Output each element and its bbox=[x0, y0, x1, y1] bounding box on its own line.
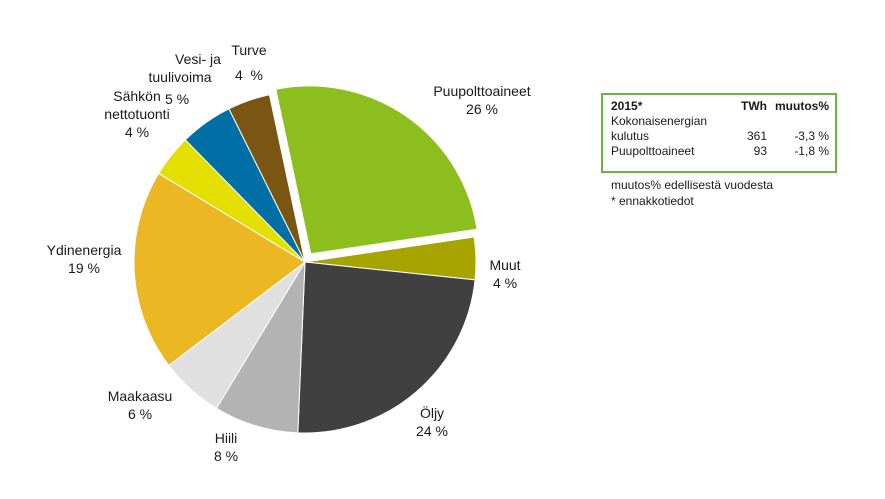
stats-header-change: muutos% bbox=[775, 99, 829, 113]
slice-value-puupolttoaineet: 26 % bbox=[466, 101, 498, 117]
slice-value-oljy: 24 % bbox=[416, 423, 448, 439]
stats-row-total-label-2: kulutus bbox=[611, 129, 650, 143]
pie-slice-puupolttoaineet bbox=[271, 82, 482, 258]
stats-row-wood-change: -1,8 % bbox=[794, 144, 829, 158]
stats-header-year: 2015* bbox=[611, 99, 643, 113]
stats-box: 2015* TWh muutos% Kokonaisenergian kulut… bbox=[601, 93, 837, 173]
pie-slice-oljy bbox=[297, 261, 476, 434]
slice-value-ydinenergia: 19 % bbox=[68, 260, 100, 276]
slice-label-oljy: Öljy bbox=[420, 404, 444, 421]
slice-value-turve: 4 % bbox=[235, 67, 263, 83]
slice-label-ydinenergia: Ydinenergia bbox=[47, 242, 122, 258]
footnote-change: muutos% edellisestä vuodesta bbox=[611, 178, 774, 192]
slice-value-hiili: 8 % bbox=[214, 448, 238, 464]
slice-value-muut: 4 % bbox=[493, 275, 517, 291]
stats-row-total-change: -3,3 % bbox=[794, 129, 829, 143]
footnote-preliminary: * ennakkotiedot bbox=[611, 194, 694, 208]
slice-label-turve: Turve bbox=[231, 42, 266, 58]
stats-row-total-twh: 361 bbox=[746, 129, 767, 143]
stats-row-total: kulutus 361 -3,3 % bbox=[611, 129, 829, 144]
slice-label-maakaasu: Maakaasu bbox=[108, 388, 173, 404]
stats-row-total-label-1: Kokonaisenergian bbox=[611, 114, 708, 128]
stats-header-twh: TWh bbox=[741, 99, 767, 113]
slice-label-puupolttoaineet: Puupolttoaineet bbox=[433, 83, 530, 99]
stats-row-total-line1: Kokonaisenergian bbox=[611, 114, 829, 129]
slice-label-sahkon-nettotuonti: Sähkön nettotuonti bbox=[104, 88, 169, 122]
slice-label-vesi-ja-tuulivoima: Vesi- ja tuulivoima bbox=[148, 51, 221, 85]
footnotes: muutos% edellisestä vuodesta * ennakkoti… bbox=[611, 177, 773, 209]
pie-slice-ydinenergia bbox=[133, 172, 306, 367]
slice-value-sahkon-nettotuonti: 4 % bbox=[125, 124, 149, 140]
slice-label-muut: Muut bbox=[489, 257, 520, 273]
pie-slices bbox=[133, 82, 482, 434]
slice-value-vesi-ja-tuulivoima: 5 % bbox=[165, 91, 189, 107]
slice-value-maakaasu: 6 % bbox=[128, 406, 152, 422]
stats-row-wood-label: Puupolttoaineet bbox=[611, 144, 695, 158]
pie-slice-turve bbox=[228, 94, 306, 263]
stats-header-row: 2015* TWh muutos% bbox=[611, 99, 829, 114]
stats-row-wood: Puupolttoaineet 93 -1,8 % bbox=[611, 144, 829, 159]
stats-row-wood-twh: 93 bbox=[753, 144, 767, 158]
pie-labels: Puupolttoaineet 26 % Muut 4 % Öljy 24 % Hiili 8… bbox=[47, 42, 531, 464]
slice-label-hiili: Hiili bbox=[215, 430, 238, 446]
